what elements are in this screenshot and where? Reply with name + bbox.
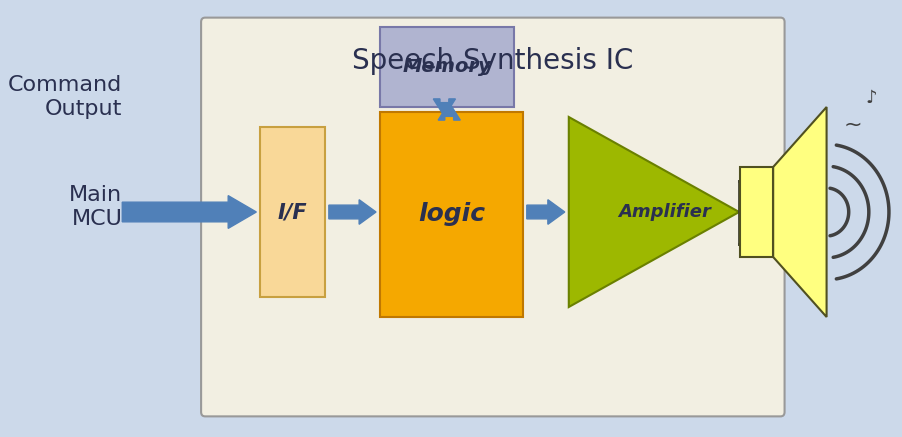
FancyBboxPatch shape [201,17,784,416]
FancyArrow shape [437,103,460,120]
Text: Main
MCU: Main MCU [69,185,122,229]
Text: Speech Synthesis IC: Speech Synthesis IC [352,47,633,75]
FancyBboxPatch shape [380,112,522,317]
FancyBboxPatch shape [260,127,325,297]
FancyArrow shape [433,99,455,116]
Text: I/F: I/F [278,202,307,222]
FancyArrow shape [526,200,564,224]
Polygon shape [568,117,739,307]
Polygon shape [772,107,825,317]
Text: ♪: ♪ [864,90,876,108]
Text: logic: logic [418,202,484,226]
Text: Command
Output: Command Output [8,76,122,118]
FancyArrow shape [122,196,256,229]
Text: ~: ~ [842,114,861,135]
FancyBboxPatch shape [740,167,772,257]
Text: Amplifier: Amplifier [618,203,711,221]
Text: Memory: Memory [402,58,491,76]
FancyArrow shape [328,200,375,224]
FancyBboxPatch shape [380,27,513,107]
